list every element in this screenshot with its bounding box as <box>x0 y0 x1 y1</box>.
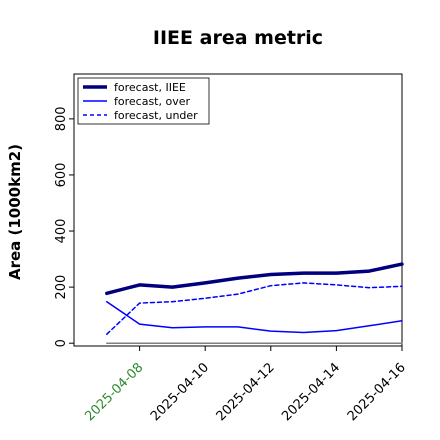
y-tick-label: 400 <box>54 219 69 244</box>
x-tick-label: 2025-04-08 <box>82 360 146 424</box>
series-line-0 <box>105 262 404 296</box>
y-axis-label: Area (1000km2) <box>6 144 24 280</box>
chart-title: IIEE area metric <box>153 27 323 49</box>
y-axis: 0 200 400 600 800 <box>54 106 74 347</box>
series-layer <box>105 262 404 344</box>
y-tick-label: 800 <box>54 106 69 131</box>
legend-label-iiee: forecast, IIEE <box>114 81 186 94</box>
series-line-1 <box>106 300 403 334</box>
x-tick-label: 2025-04-14 <box>279 360 343 424</box>
legend: forecast, IIEE forecast, over forecast, … <box>77 77 210 125</box>
y-tick-label: 600 <box>54 163 69 188</box>
x-tick-label: 2025-04-10 <box>148 360 212 424</box>
y-tick-label: 200 <box>54 275 69 300</box>
x-tick-label: 2025-04-12 <box>214 360 278 424</box>
x-tick-label: 2025-04-16 <box>345 360 409 424</box>
y-tick-label: 0 <box>54 339 69 347</box>
series-line-2 <box>106 282 403 335</box>
x-axis: 2025-04-08 2025-04-10 2025-04-12 2025-04-14… <box>82 346 409 424</box>
plot-frame <box>73 73 403 347</box>
legend-label-under: forecast, under <box>114 109 198 122</box>
legend-label-over: forecast, over <box>114 95 190 108</box>
